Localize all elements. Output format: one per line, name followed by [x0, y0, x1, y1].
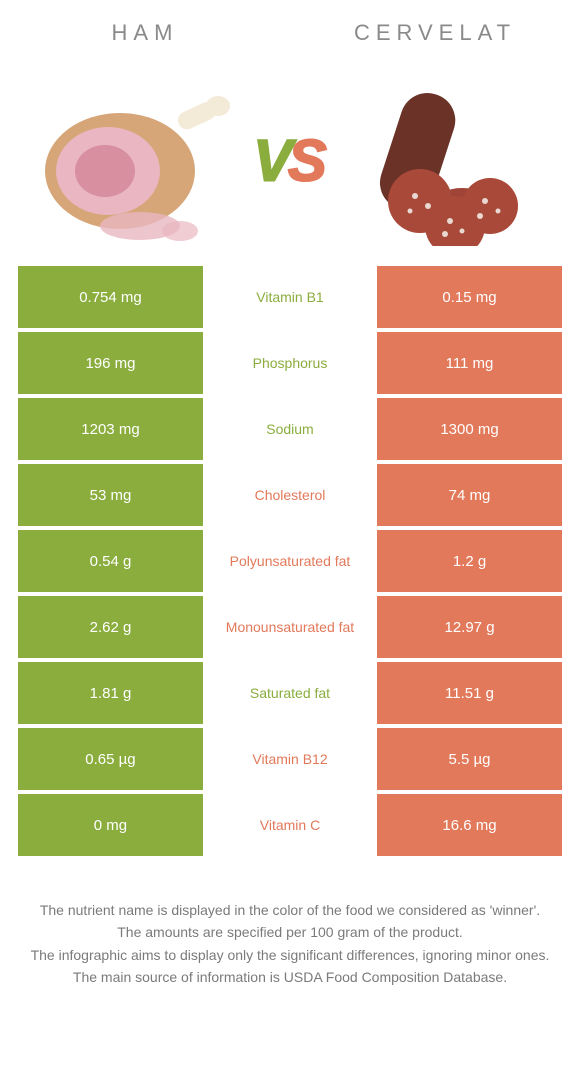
nutrient-label: Saturated fat: [203, 662, 377, 724]
nutrient-label: Phosphorus: [203, 332, 377, 394]
right-value: 1.2 g: [377, 530, 562, 592]
footer-text: The nutrient name is displayed in the co…: [0, 860, 580, 987]
nutrient-table: 0.754 mgVitamin B10.15 mg196 mgPhosphoru…: [0, 266, 580, 856]
nutrient-label: Vitamin C: [203, 794, 377, 856]
vs-s: S: [288, 128, 327, 195]
nutrient-row: 2.62 gMonounsaturated fat12.97 g: [18, 596, 562, 658]
left-value: 0 mg: [18, 794, 203, 856]
nutrient-row: 1203 mgSodium1300 mg: [18, 398, 562, 460]
vs-v: V: [253, 128, 292, 195]
right-value: 12.97 g: [377, 596, 562, 658]
right-value: 74 mg: [377, 464, 562, 526]
footer-line: The infographic aims to display only the…: [20, 945, 560, 965]
nutrient-label: Cholesterol: [203, 464, 377, 526]
vs-label: V S: [253, 128, 326, 195]
footer-line: The main source of information is USDA F…: [20, 967, 560, 987]
cervelat-illustration: [350, 76, 550, 246]
nutrient-label: Vitamin B12: [203, 728, 377, 790]
right-value: 0.15 mg: [377, 266, 562, 328]
left-value: 1203 mg: [18, 398, 203, 460]
left-food-title: Ham: [0, 20, 290, 46]
nutrient-label: Monounsaturated fat: [203, 596, 377, 658]
left-value: 53 mg: [18, 464, 203, 526]
nutrient-row: 196 mgPhosphorus111 mg: [18, 332, 562, 394]
image-row: V S: [0, 56, 580, 266]
nutrient-label: Vitamin B1: [203, 266, 377, 328]
right-value: 11.51 g: [377, 662, 562, 724]
nutrient-row: 53 mgCholesterol74 mg: [18, 464, 562, 526]
nutrient-row: 0.754 mgVitamin B10.15 mg: [18, 266, 562, 328]
nutrient-row: 1.81 gSaturated fat11.51 g: [18, 662, 562, 724]
left-value: 0.54 g: [18, 530, 203, 592]
left-value: 1.81 g: [18, 662, 203, 724]
left-value: 0.65 µg: [18, 728, 203, 790]
nutrient-label: Sodium: [203, 398, 377, 460]
left-value: 196 mg: [18, 332, 203, 394]
ham-illustration: [30, 76, 230, 246]
nutrient-row: 0.65 µgVitamin B125.5 µg: [18, 728, 562, 790]
left-value: 0.754 mg: [18, 266, 203, 328]
right-value: 16.6 mg: [377, 794, 562, 856]
footer-line: The amounts are specified per 100 gram o…: [20, 922, 560, 942]
header-row: Ham Cervelat: [0, 0, 580, 56]
nutrient-row: 0.54 gPolyunsaturated fat1.2 g: [18, 530, 562, 592]
footer-line: The nutrient name is displayed in the co…: [20, 900, 560, 920]
right-value: 1300 mg: [377, 398, 562, 460]
nutrient-label: Polyunsaturated fat: [203, 530, 377, 592]
nutrient-row: 0 mgVitamin C16.6 mg: [18, 794, 562, 856]
right-food-title: Cervelat: [290, 20, 580, 46]
left-value: 2.62 g: [18, 596, 203, 658]
right-value: 5.5 µg: [377, 728, 562, 790]
right-value: 111 mg: [377, 332, 562, 394]
